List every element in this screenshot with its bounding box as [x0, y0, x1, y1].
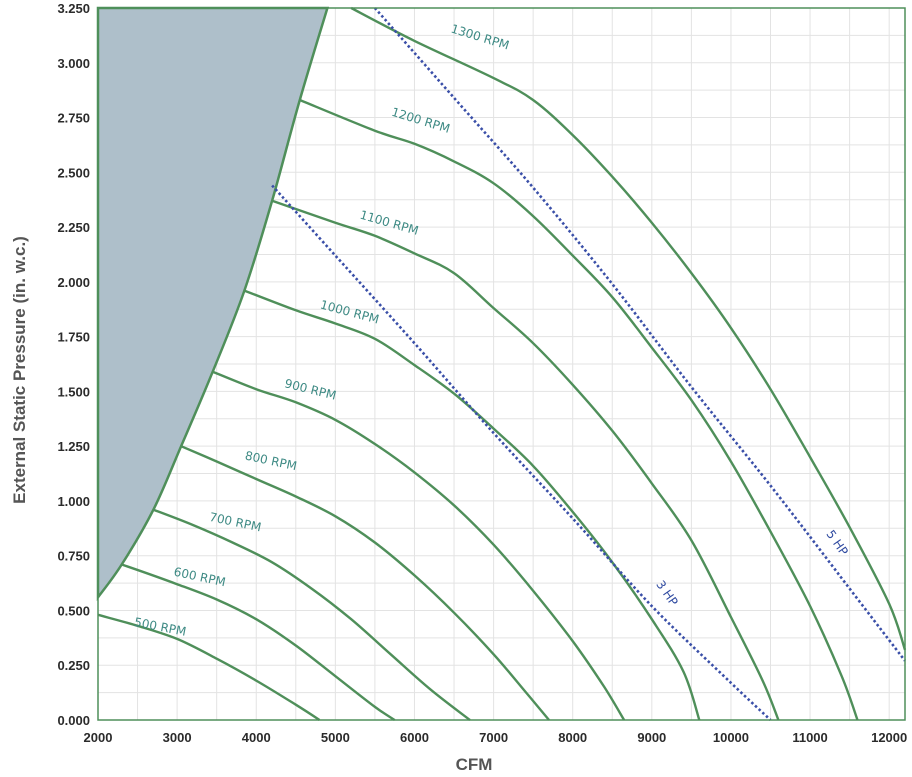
- y-tick-label: 2.250: [57, 220, 90, 235]
- y-tick-label: 1.750: [57, 330, 90, 345]
- y-tick-label: 1.500: [57, 384, 90, 399]
- y-tick-label: 2.000: [57, 275, 90, 290]
- y-axis-ticks: 0.000 0.250 0.500 0.750 1.000 1.250 1.500 1.750…: [57, 1, 90, 728]
- plot-frame: [97, 7, 906, 721]
- y-tick-label: 0.000: [57, 713, 90, 728]
- label-5-hp: 5 HP: [823, 527, 850, 558]
- label-1200-rpm: 1200 RPM: [390, 105, 452, 136]
- grid-lines: [98, 8, 905, 720]
- label-3-hp: 3 HP: [653, 578, 680, 609]
- x-tick-label: 3000: [163, 730, 192, 745]
- y-tick-label: 0.500: [57, 603, 90, 618]
- label-500-rpm: 500 RPM: [133, 615, 187, 639]
- curve-1300-rpm: [350, 6, 907, 651]
- x-tick-label: 6000: [400, 730, 429, 745]
- x-tick-label: 7000: [479, 730, 508, 745]
- y-tick-label: 0.250: [57, 658, 90, 673]
- curve-700-rpm: [152, 508, 471, 721]
- curve-500-rpm: [97, 613, 321, 721]
- label-900-rpm: 900 RPM: [283, 376, 337, 402]
- x-axis-label: CFM: [456, 755, 493, 774]
- label-1300-rpm: 1300 RPM: [449, 22, 511, 53]
- curve-1200-rpm: [299, 98, 859, 721]
- curve-3-hp: [271, 184, 772, 721]
- curve-900-rpm: [212, 370, 626, 721]
- x-tick-label: 10000: [713, 730, 749, 745]
- x-tick-label: 9000: [637, 730, 666, 745]
- y-axis-label: External Static Pressure (in. w.c.): [10, 236, 29, 504]
- label-1000-rpm: 1000 RPM: [319, 298, 381, 327]
- curves-layer: [97, 6, 907, 722]
- x-tick-label: 2000: [84, 730, 113, 745]
- shaded-region: [96, 6, 330, 602]
- label-800-rpm: 800 RPM: [244, 449, 298, 474]
- y-tick-label: 3.000: [57, 56, 90, 71]
- curve-600-rpm: [121, 563, 396, 722]
- x-tick-label: 4000: [242, 730, 271, 745]
- x-tick-label: 12000: [871, 730, 907, 745]
- curve-1100-rpm: [271, 199, 780, 721]
- y-tick-label: 0.750: [57, 549, 90, 564]
- curve-800-rpm: [180, 445, 550, 721]
- y-tick-label: 1.250: [57, 439, 90, 454]
- y-tick-label: 2.500: [57, 165, 90, 180]
- y-tick-label: 3.250: [57, 1, 90, 16]
- x-tick-label: 11000: [792, 730, 827, 745]
- x-axis-ticks: 2000 3000 4000 5000 6000 7000 8000 9000 10000 110…: [84, 730, 908, 745]
- x-tick-label: 8000: [558, 730, 587, 745]
- x-tick-label: 5000: [321, 730, 350, 745]
- curve-1000-rpm: [243, 289, 701, 721]
- y-tick-label: 2.750: [57, 111, 90, 126]
- y-tick-label: 1.000: [57, 494, 90, 509]
